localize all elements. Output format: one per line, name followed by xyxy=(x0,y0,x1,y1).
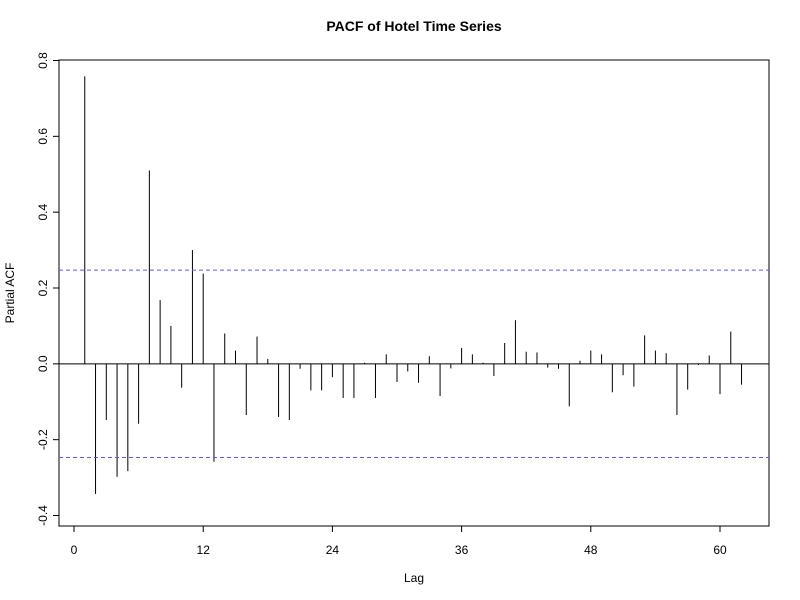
x-tick-label: 24 xyxy=(326,543,340,557)
y-tick-label: 0.6 xyxy=(36,128,50,145)
y-axis-label: Partial ACF xyxy=(3,263,17,324)
x-axis-label: Lag xyxy=(404,571,424,585)
plot-frame xyxy=(58,59,770,527)
x-axis: 0 12 24 36 48 60 xyxy=(71,525,727,557)
x-tick-label: 36 xyxy=(455,543,469,557)
y-axis: -0.4 -0.2 0.0 0.2 0.4 0.6 0.8 xyxy=(36,52,60,526)
y-tick-label: 0.2 xyxy=(36,279,50,296)
chart-title: PACF of Hotel Time Series xyxy=(326,18,502,34)
y-tick-label: 0.4 xyxy=(36,204,50,221)
y-tick-label: -0.4 xyxy=(36,505,50,526)
y-tick-label: -0.2 xyxy=(36,429,50,450)
pacf-bars xyxy=(84,76,743,494)
x-tick-label: 48 xyxy=(584,543,598,557)
y-tick-label: 0.0 xyxy=(36,355,50,372)
y-tick-label: 0.8 xyxy=(36,52,50,69)
x-tick-label: 12 xyxy=(197,543,211,557)
x-tick-label: 60 xyxy=(713,543,727,557)
x-tick-label: 0 xyxy=(71,543,78,557)
